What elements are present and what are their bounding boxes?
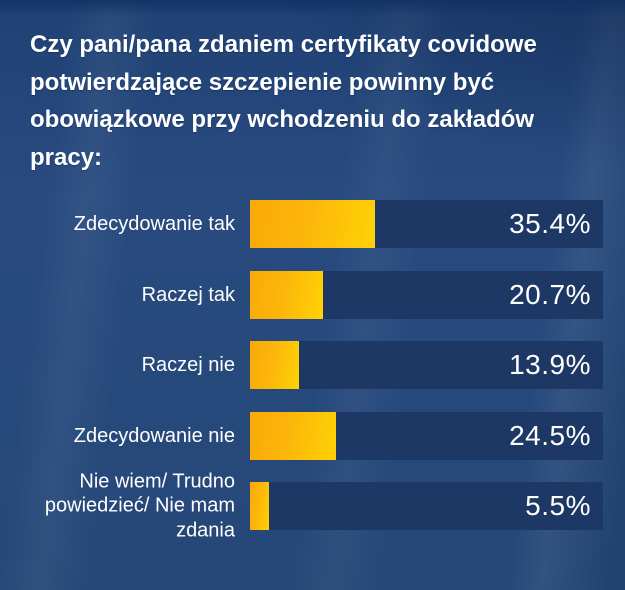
bar-row: Raczej tak 20.7% [0, 271, 603, 319]
value-label: 24.5% [509, 420, 591, 451]
bar-fill [250, 271, 324, 319]
bar-row: Raczej nie 13.9% [0, 341, 603, 389]
value-label: 20.7% [509, 279, 591, 310]
bar-track: 24.5% [250, 412, 603, 460]
bar-fill [250, 341, 300, 389]
chart-title-line: potwierdzające szczepienie powinny być [30, 68, 495, 96]
value-label: 35.4% [509, 208, 591, 239]
bar-row: Zdecydowanie tak 35.4% [0, 200, 603, 248]
value-label: 13.9% [509, 349, 591, 380]
bar-row: Zdecydowanie nie 24.5% [0, 412, 603, 460]
chart-title-line: pracy: [30, 143, 103, 171]
value-label: 5.5% [525, 490, 591, 521]
category-label: Zdecydowanie tak [73, 212, 235, 235]
category-label: Raczej tak [141, 283, 235, 306]
category-label: Nie wiem/ Trudno powiedzieć/ Nie mam zda… [44, 470, 235, 542]
chart-title-line: Czy pani/pana zdaniem certyfikaty covido… [30, 31, 537, 58]
bar-track: 5.5% [250, 482, 603, 530]
bar-track: 35.4% [250, 200, 603, 248]
bar-fill [250, 200, 375, 248]
bar-fill [250, 412, 337, 460]
bar-track: 13.9% [250, 341, 603, 389]
chart-title: Czy pani/pana zdaniem certyfikaty covido… [30, 26, 590, 176]
chart-title-line: obowiązkowe przy wchodzeniu do zakładów [30, 106, 535, 133]
category-label: Raczej nie [141, 353, 235, 376]
bar-row: Nie wiem/ Trudno powiedzieć/ Nie mam zda… [0, 470, 603, 541]
category-label: Zdecydowanie nie [73, 424, 235, 447]
bar-fill [250, 482, 270, 530]
bar-track: 20.7% [250, 271, 603, 319]
